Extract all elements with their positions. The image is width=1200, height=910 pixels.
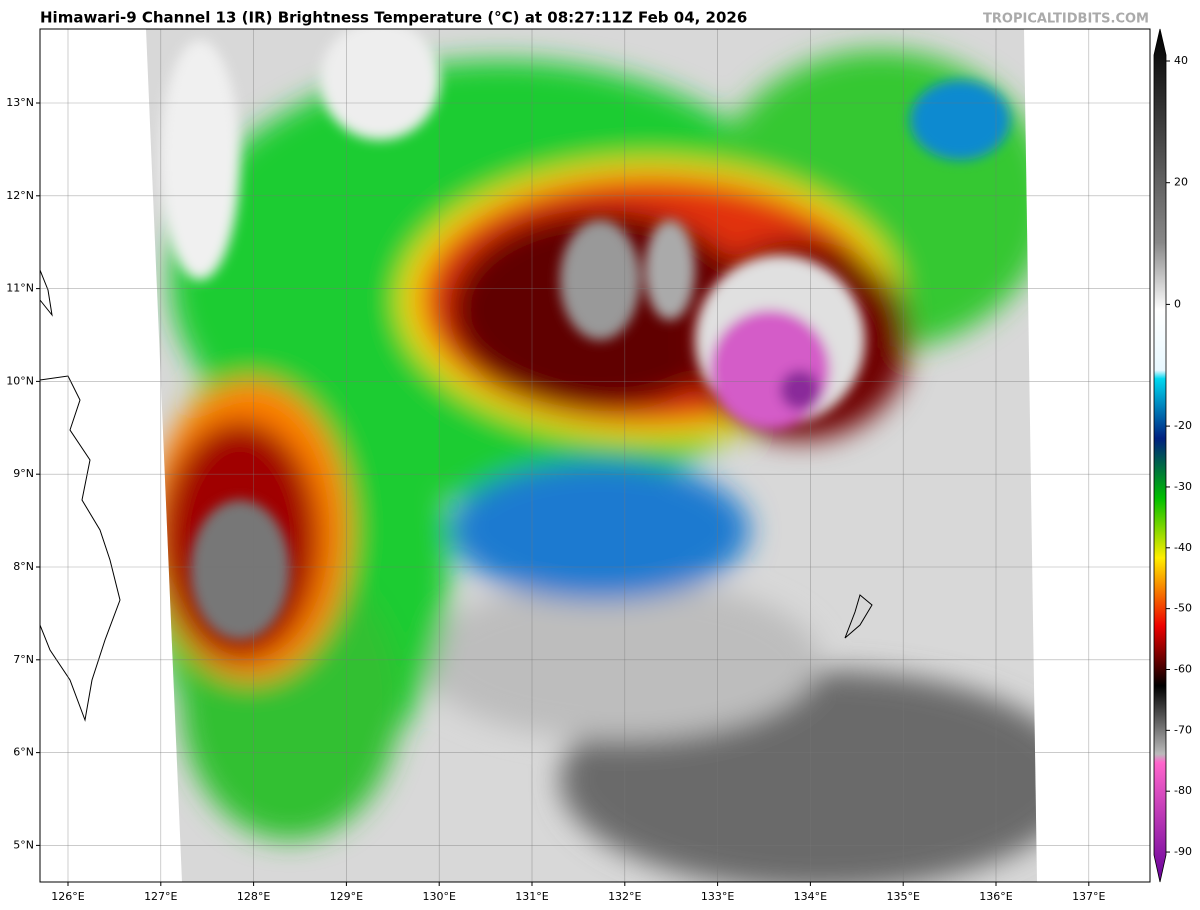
lon-tick-label: 129°E	[330, 890, 363, 903]
lon-tick-label: 134°E	[794, 890, 827, 903]
map	[40, 29, 1150, 882]
colorbar-tick-label: 20	[1174, 176, 1188, 189]
lat-tick-label: 8°N	[13, 560, 34, 573]
lat-tick-label: 11°N	[6, 282, 34, 295]
colorbar-tick-label: -70	[1174, 723, 1192, 736]
colorbar-tick-label: 40	[1174, 54, 1188, 67]
colorbar-tick-label: 0	[1174, 297, 1181, 310]
credit: TROPICALTIDBITS.COM	[983, 12, 1149, 27]
ir-imagery	[146, 29, 1037, 882]
colorbar-tick-label: -40	[1174, 541, 1192, 554]
colorbar-tick-label: -80	[1174, 784, 1192, 797]
colorbar-tick-label: -60	[1174, 663, 1192, 676]
lon-tick-label: 132°E	[608, 890, 641, 903]
lon-tick-label: 135°E	[886, 890, 919, 903]
colorbar	[1153, 28, 1167, 883]
grid	[40, 29, 1150, 882]
lat-tick-label: 13°N	[6, 96, 34, 109]
lon-tick-label: 127°E	[144, 890, 177, 903]
lon-tick-label: 136°E	[979, 890, 1012, 903]
lat-tick-label: 5°N	[13, 838, 34, 851]
colorbar-tick-label: -90	[1174, 845, 1192, 858]
colorbar-tick-label: -20	[1174, 419, 1192, 432]
lon-tick-label: 133°E	[701, 890, 734, 903]
lat-tick-label: 10°N	[6, 374, 34, 387]
lon-tick-label: 128°E	[237, 890, 270, 903]
lon-tick-label: 131°E	[515, 890, 548, 903]
lon-tick-label: 126°E	[51, 890, 84, 903]
lon-tick-label: 137°E	[1072, 890, 1105, 903]
lat-tick-label: 7°N	[13, 653, 34, 666]
lat-tick-label: 12°N	[6, 189, 34, 202]
colorbar-tick-label: -30	[1174, 480, 1192, 493]
coastline	[40, 269, 873, 722]
map-frame	[39, 28, 1151, 883]
lon-tick-label: 130°E	[422, 890, 455, 903]
title: Himawari-9 Channel 13 (IR) Brightness Te…	[40, 9, 747, 27]
lat-tick-label: 9°N	[13, 467, 34, 480]
colorbar-tick-label: -50	[1174, 602, 1192, 615]
lat-tick-label: 6°N	[13, 746, 34, 759]
